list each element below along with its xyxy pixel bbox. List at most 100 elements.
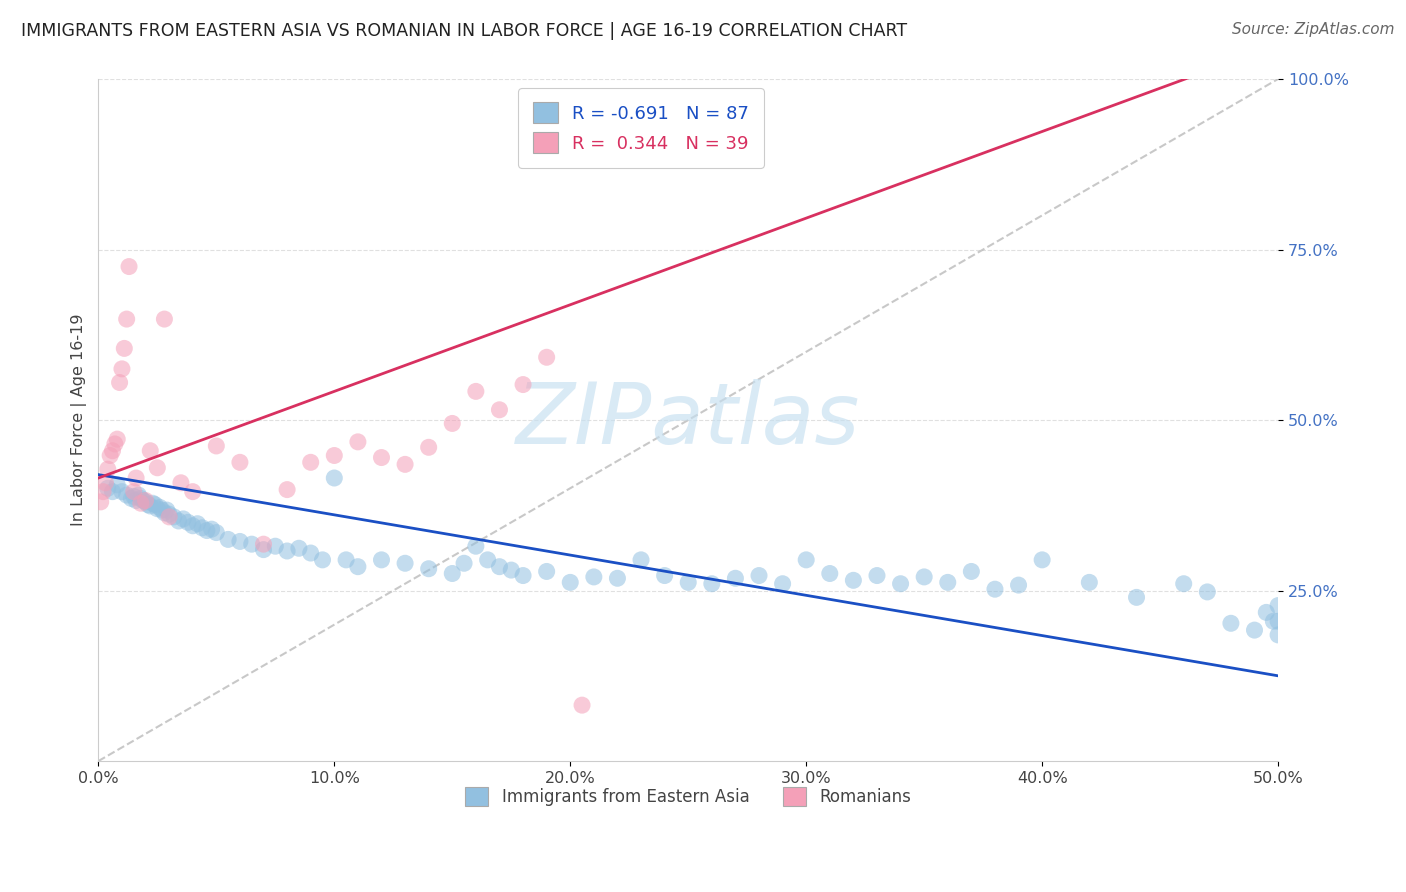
Point xyxy=(453,556,475,570)
Point xyxy=(1219,616,1241,631)
Point xyxy=(276,544,298,558)
Point xyxy=(181,518,204,533)
Point xyxy=(418,562,440,576)
Point xyxy=(1267,599,1289,613)
Point xyxy=(240,537,263,551)
Point xyxy=(676,575,699,590)
Point xyxy=(1125,591,1147,605)
Point xyxy=(842,574,865,588)
Point xyxy=(153,312,176,326)
Point xyxy=(143,498,166,512)
Point xyxy=(299,455,322,469)
Point xyxy=(122,490,145,504)
Point xyxy=(120,491,142,506)
Point xyxy=(118,260,141,274)
Point xyxy=(217,533,239,547)
Point xyxy=(108,376,131,390)
Point xyxy=(794,553,817,567)
Point xyxy=(630,553,652,567)
Point xyxy=(195,524,218,538)
Point xyxy=(264,539,287,553)
Point xyxy=(111,362,134,376)
Text: Source: ZipAtlas.com: Source: ZipAtlas.com xyxy=(1232,22,1395,37)
Point xyxy=(1267,614,1289,628)
Point xyxy=(205,525,228,540)
Point xyxy=(229,534,252,549)
Legend: Immigrants from Eastern Asia, Romanians: Immigrants from Eastern Asia, Romanians xyxy=(457,778,920,814)
Point xyxy=(571,698,593,713)
Point xyxy=(912,570,935,584)
Point xyxy=(146,460,169,475)
Point xyxy=(201,522,224,536)
Point xyxy=(488,402,510,417)
Point xyxy=(323,449,346,463)
Point xyxy=(205,439,228,453)
Point xyxy=(890,576,912,591)
Point xyxy=(157,509,180,524)
Point xyxy=(866,568,889,582)
Point xyxy=(323,471,346,485)
Point xyxy=(127,488,149,502)
Point xyxy=(536,351,558,365)
Point xyxy=(146,501,169,516)
Point xyxy=(112,342,135,356)
Point xyxy=(276,483,298,497)
Point xyxy=(101,484,124,499)
Point xyxy=(181,484,204,499)
Point xyxy=(186,516,208,531)
Point xyxy=(818,566,841,581)
Point xyxy=(105,478,128,492)
Point xyxy=(122,484,145,499)
Point xyxy=(163,509,186,524)
Point xyxy=(311,553,333,567)
Point xyxy=(153,506,176,520)
Point xyxy=(139,443,162,458)
Point xyxy=(394,556,416,570)
Point xyxy=(288,541,311,556)
Point xyxy=(936,575,959,590)
Point xyxy=(488,559,510,574)
Point xyxy=(477,553,499,567)
Point xyxy=(139,499,162,513)
Point xyxy=(418,440,440,454)
Point xyxy=(1243,623,1265,637)
Point xyxy=(347,434,370,449)
Point xyxy=(105,432,128,446)
Point xyxy=(172,512,194,526)
Point xyxy=(335,553,357,567)
Point xyxy=(347,559,370,574)
Point xyxy=(90,495,112,509)
Point xyxy=(135,493,157,508)
Point xyxy=(984,582,1007,597)
Point xyxy=(115,488,138,502)
Point xyxy=(91,484,114,499)
Point xyxy=(167,514,190,528)
Point xyxy=(370,450,392,465)
Point xyxy=(135,495,157,509)
Point xyxy=(252,537,274,551)
Point xyxy=(1256,606,1278,620)
Point xyxy=(441,417,464,431)
Point xyxy=(229,455,252,469)
Point xyxy=(1007,578,1029,592)
Point xyxy=(536,565,558,579)
Point xyxy=(582,570,605,584)
Point xyxy=(654,568,676,582)
Point xyxy=(252,542,274,557)
Text: IMMIGRANTS FROM EASTERN ASIA VS ROMANIAN IN LABOR FORCE | AGE 16-19 CORRELATION : IMMIGRANTS FROM EASTERN ASIA VS ROMANIAN… xyxy=(21,22,907,40)
Point xyxy=(115,312,138,326)
Point xyxy=(299,546,322,560)
Point xyxy=(129,496,152,510)
Point xyxy=(772,576,794,591)
Point xyxy=(394,458,416,472)
Point xyxy=(960,565,983,579)
Point xyxy=(94,475,117,490)
Point xyxy=(132,493,155,508)
Point xyxy=(724,571,747,585)
Point xyxy=(512,377,534,392)
Point xyxy=(125,493,148,508)
Point xyxy=(156,503,179,517)
Point xyxy=(98,449,121,463)
Point xyxy=(142,496,165,510)
Point xyxy=(157,507,180,521)
